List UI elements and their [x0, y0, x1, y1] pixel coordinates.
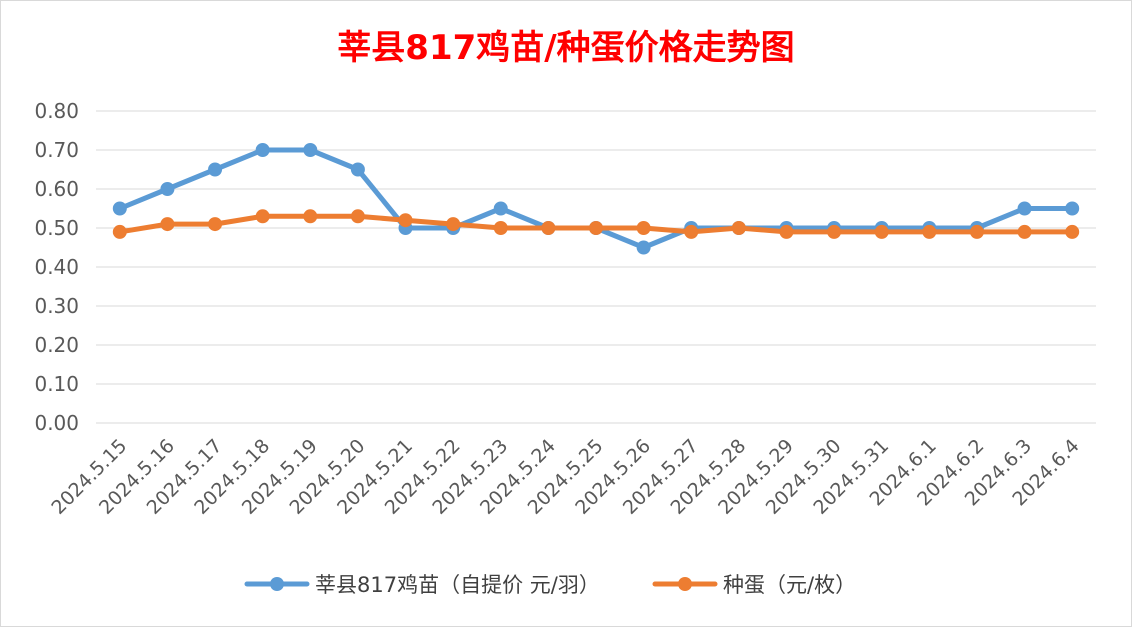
- series-2-point: [208, 217, 223, 232]
- series-2-point: [398, 213, 413, 228]
- y-tick-label: 0.30: [34, 294, 79, 318]
- series-2-point: [731, 221, 746, 235]
- series-2-point: [827, 224, 842, 239]
- y-axis-ticks: 0.00 0.10 0.20 0.30 0.40 0.50 0.60 0.70 0.80: [34, 99, 79, 435]
- x-axis-ticks: 2024.5.152024.5.162024.5.172024.5.182024…: [47, 435, 1083, 519]
- y-tick-label: 0.50: [34, 216, 79, 240]
- series-2-point: [969, 224, 984, 239]
- series-2-point: [874, 224, 889, 239]
- series-2-point: [160, 217, 175, 232]
- series-2-point: [350, 209, 365, 224]
- series-2-point: [541, 221, 556, 235]
- y-tick-label: 0.80: [34, 99, 79, 123]
- series-1-point: [636, 240, 651, 255]
- y-tick-label: 0.40: [34, 255, 79, 279]
- series-2-point: [779, 224, 794, 239]
- y-tick-label: 0.20: [34, 333, 79, 357]
- series-2-point: [112, 224, 127, 239]
- legend: 莘县817鸡苗（自提价 元/羽） 种蛋（元/枚）: [244, 573, 856, 597]
- series-2-point: [493, 221, 508, 235]
- legend-marker-2: [678, 577, 692, 591]
- y-tick-label: 0.70: [34, 138, 79, 162]
- series-2-point: [1065, 224, 1080, 239]
- series-2-point: [589, 221, 603, 235]
- series-1-point: [303, 143, 318, 157]
- legend-label-1: 莘县817鸡苗（自提价 元/羽）: [315, 573, 600, 597]
- series-1-point: [350, 162, 365, 177]
- series-1-point: [1017, 201, 1032, 216]
- legend-label-2: 种蛋（元/枚）: [723, 573, 856, 597]
- series-2-point: [922, 224, 937, 239]
- series-2-point: [1017, 224, 1032, 239]
- y-tick-label: 0.60: [34, 177, 79, 201]
- chart-title: 莘县817鸡苗/种蛋价格走势图: [337, 28, 794, 68]
- series-2-point: [255, 209, 270, 224]
- y-tick-label: 0.10: [34, 372, 79, 396]
- series-1-point: [493, 201, 508, 216]
- series-1-point: [255, 143, 270, 157]
- series-2-point: [684, 224, 699, 239]
- legend-marker-1: [270, 577, 284, 591]
- series-layer: [112, 143, 1080, 255]
- series-1-point: [112, 201, 127, 216]
- series-2-point: [303, 209, 318, 224]
- series-2-point: [636, 221, 651, 235]
- series-2-point: [446, 217, 461, 232]
- series-1-point: [1065, 201, 1080, 216]
- series-1-point: [208, 162, 223, 177]
- y-tick-label: 0.00: [34, 411, 79, 435]
- series-1-point: [160, 182, 175, 196]
